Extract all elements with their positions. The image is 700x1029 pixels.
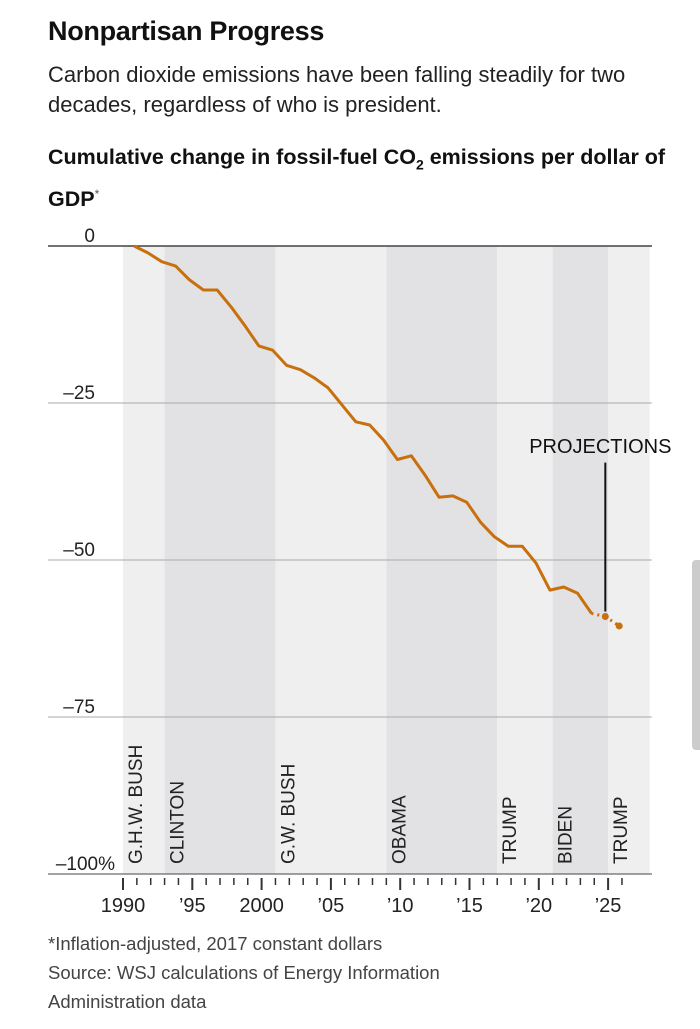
chart-title-footnote-mark: * bbox=[94, 187, 100, 202]
presidency-label: G.H.W. BUSH bbox=[126, 745, 147, 864]
projection-connector bbox=[591, 611, 606, 618]
y-tick-label: –50 bbox=[63, 540, 95, 561]
x-tick-label: ’05 bbox=[318, 895, 345, 915]
source: Source: WSJ calculations of Energy Infor… bbox=[48, 962, 440, 1012]
x-tick-label: 1990 bbox=[101, 895, 146, 915]
scrollbar[interactable] bbox=[692, 560, 700, 750]
page-title: Nonpartisan Progress bbox=[48, 16, 325, 46]
line-chart: 0 –25 –50 –75 –100% G.H.W. BUSH CLINTON G.W. BU… bbox=[48, 226, 671, 915]
projections-label: PROJECTIONS bbox=[529, 436, 671, 458]
chart-title: Cumulative change in fossil-fuel CO2 emi… bbox=[48, 142, 668, 214]
presidency-label: BIDEN bbox=[556, 806, 577, 864]
y-tick-label: –75 bbox=[63, 697, 95, 718]
subtitle: Carbon dioxide emissions have been falli… bbox=[48, 62, 626, 117]
y-tick-label: 0 bbox=[84, 226, 95, 247]
y-tick-label: –100% bbox=[56, 854, 115, 875]
x-tick-label: ’10 bbox=[387, 895, 414, 915]
presidency-label: TRUMP bbox=[611, 796, 632, 864]
chart-title-text-end: emissions per dollar of GDP bbox=[48, 145, 666, 212]
x-tick-label: ’25 bbox=[595, 895, 622, 915]
x-tick-label: ’95 bbox=[179, 895, 206, 915]
x-tick-label: ’20 bbox=[525, 895, 552, 915]
chart-title-subscript: 2 bbox=[415, 156, 424, 173]
x-tick-label: ’15 bbox=[456, 895, 483, 915]
chart-title-text: Cumulative change in fossil-fuel CO bbox=[48, 145, 416, 169]
footer: *Inflation-adjusted, 2017 constant dolla… bbox=[48, 929, 528, 1016]
presidency-label: G.W. BUSH bbox=[278, 764, 299, 864]
actual-line bbox=[133, 244, 593, 615]
presidency-label: TRUMP bbox=[500, 796, 521, 864]
x-tick-label: 2000 bbox=[239, 895, 284, 915]
y-tick-label: –25 bbox=[63, 383, 95, 404]
projection-point bbox=[615, 622, 623, 630]
footnote: *Inflation-adjusted, 2017 constant dolla… bbox=[48, 933, 383, 954]
presidency-label: OBAMA bbox=[389, 795, 410, 864]
presidency-label: CLINTON bbox=[168, 781, 189, 864]
